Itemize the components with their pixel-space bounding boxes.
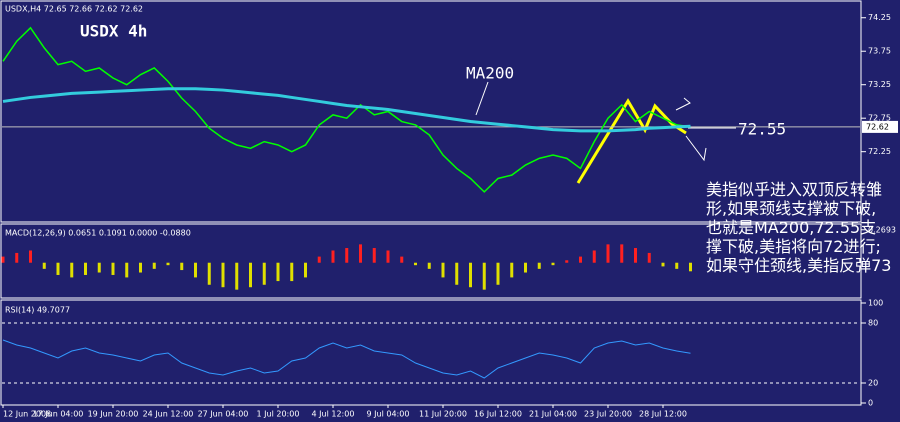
y-tick-label: 72.25 (868, 147, 891, 156)
macd-header: MACD(12,26,9) 0.0651 0.1091 0.0000 -0.08… (5, 229, 191, 238)
histogram-bar (647, 252, 651, 263)
x-tick-label: 4 Jul 12:00 (312, 410, 355, 419)
annotation-note: 美指似乎进入双顶反转雏形,如果颈线支撑被下破,也就是MA200,72.55支撑下… (706, 180, 892, 275)
x-tick-label: 23 Jul 20:00 (584, 410, 632, 419)
histogram-bar (276, 262, 280, 282)
x-tick-label: 19 Jun 20:00 (88, 410, 139, 419)
histogram-bar (441, 262, 445, 278)
histogram-bar (606, 244, 610, 263)
histogram-bar (166, 262, 170, 266)
histogram-bar (221, 262, 225, 288)
y-tick-label: 74.25 (868, 13, 891, 22)
rsi-line (2, 339, 691, 379)
histogram-bar (317, 256, 321, 263)
histogram-bar (42, 262, 46, 269)
histogram-bar (15, 252, 19, 263)
histogram-bar (400, 256, 404, 263)
y-tick-label: 80 (868, 319, 878, 328)
chart-title: USDX 4h (80, 22, 147, 41)
histogram-bar (620, 244, 624, 263)
histogram-bar (125, 262, 129, 278)
histogram-bar (689, 262, 692, 272)
histogram-bar (579, 256, 582, 263)
arrow-down (685, 135, 707, 162)
histogram-bar (180, 262, 184, 271)
header: USDX,H4 72.65 72.66 72.62 72.62 (5, 5, 143, 14)
histogram-bar (56, 262, 60, 275)
histogram-bar (331, 250, 335, 263)
histogram-bar (634, 248, 637, 263)
x-tick-label: 12 Jun 2008 (3, 410, 51, 419)
histogram-bar (139, 262, 142, 273)
x-tick-label: 11 Jul 20:00 (419, 410, 467, 419)
ma200-label: MA200 (466, 64, 514, 83)
y-tick-label: 100 (868, 299, 883, 308)
y-tick-label: 20 (868, 379, 878, 388)
macd-panel (0, 223, 862, 299)
histogram-bar (482, 262, 486, 290)
histogram-bar (386, 250, 390, 263)
histogram-bar (262, 262, 266, 285)
histogram-bar (551, 262, 555, 266)
x-tick-label: 21 Jul 04:00 (529, 410, 577, 419)
y-tick-label: 0 (868, 399, 873, 408)
rsi-header: RSI(14) 49.7077 (5, 306, 70, 315)
ma200-pointer (475, 81, 489, 116)
histogram-bar (152, 262, 156, 269)
x-tick-label: 16 Jul 12:00 (474, 410, 522, 419)
histogram-bar (249, 262, 252, 288)
histogram-bar (111, 262, 115, 275)
last-price-box (862, 120, 898, 133)
histogram-bar (290, 262, 294, 282)
histogram-bar (345, 248, 349, 263)
main-panel (0, 0, 862, 223)
histogram-bar (97, 262, 101, 273)
x-tick-label: 17 Jun 04:00 (33, 410, 84, 419)
rsi-panel (0, 299, 862, 406)
histogram-bar (372, 248, 376, 263)
last-price-label: 72.62 (866, 122, 889, 131)
histogram-bar (1, 256, 5, 263)
histogram-bar (194, 262, 197, 278)
y-tick-label: 73.75 (868, 47, 891, 56)
histogram-bar (537, 262, 541, 269)
histogram-bar (592, 250, 596, 263)
histogram-bar (29, 250, 32, 263)
x-tick-label: 1 Jul 20:00 (257, 410, 300, 419)
histogram-bar (207, 262, 211, 285)
series-line (2, 26, 691, 193)
x-tick-label: 9 Jul 04:00 (367, 410, 410, 419)
histogram-bar (524, 262, 527, 273)
histogram-bar (510, 262, 514, 278)
histogram-bar (661, 262, 665, 267)
histogram-bar (359, 244, 362, 263)
histogram-bar (414, 262, 417, 266)
histogram-bar (469, 262, 472, 288)
histogram-bar (455, 262, 459, 285)
series-line (2, 87, 691, 133)
histogram-bar (496, 262, 500, 285)
histogram-bar (565, 260, 569, 263)
y-tick-label: 72.75 (868, 114, 891, 123)
y-tick-label: 0.2693 (868, 225, 896, 234)
histogram-bar (675, 262, 679, 269)
histogram-bar (84, 262, 87, 275)
histogram-bar (235, 262, 239, 290)
x-tick-label: 27 Jun 04:00 (198, 410, 249, 419)
histogram-bar (427, 262, 431, 269)
histogram-bar (304, 262, 307, 278)
histogram-bar (70, 262, 74, 278)
double-top-pattern (576, 98, 687, 184)
arrow-up (675, 97, 691, 111)
x-tick-label: 28 Jul 12:00 (639, 410, 687, 419)
y-tick-label: 73.25 (868, 80, 891, 89)
x-tick-label: 24 Jun 12:00 (143, 410, 194, 419)
level-label: 72.55 (738, 120, 786, 139)
